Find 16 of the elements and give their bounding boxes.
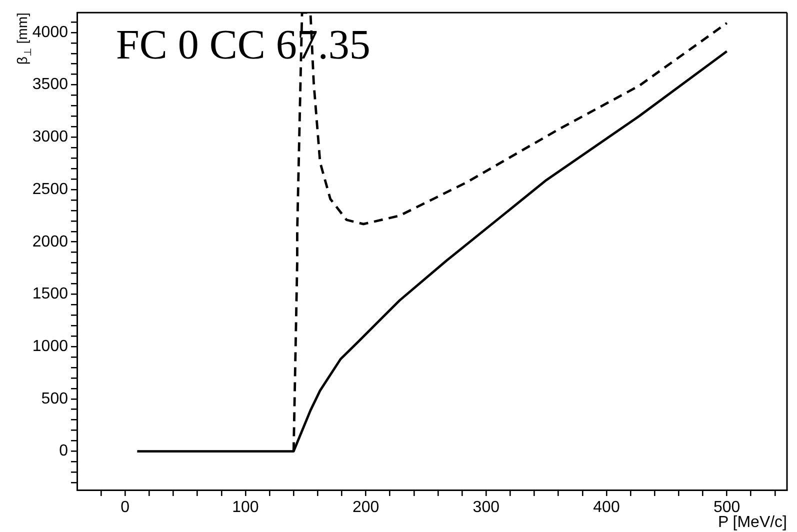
y-tick-label: 0 bbox=[59, 442, 68, 460]
x-axis-title: P [MeV/c] bbox=[718, 514, 787, 531]
x-tick-label: 500 bbox=[713, 499, 740, 516]
y-tick-label: 500 bbox=[41, 390, 68, 408]
y-tick-label: 2000 bbox=[32, 233, 68, 250]
y-tick-label: 3500 bbox=[32, 76, 68, 94]
x-tick-label: 400 bbox=[593, 499, 620, 516]
y-tick-label: 1000 bbox=[32, 338, 68, 355]
y-tick-label: 2500 bbox=[32, 180, 68, 198]
y-tick-label: 4000 bbox=[32, 24, 68, 41]
x-tick-label: 200 bbox=[352, 499, 380, 516]
y-tick-label: 1500 bbox=[32, 286, 68, 303]
x-tick-label: 300 bbox=[472, 499, 500, 516]
x-tick-label: 100 bbox=[232, 499, 259, 516]
y-tick-label: 3000 bbox=[32, 128, 68, 146]
x-tick-label: 0 bbox=[120, 499, 130, 516]
